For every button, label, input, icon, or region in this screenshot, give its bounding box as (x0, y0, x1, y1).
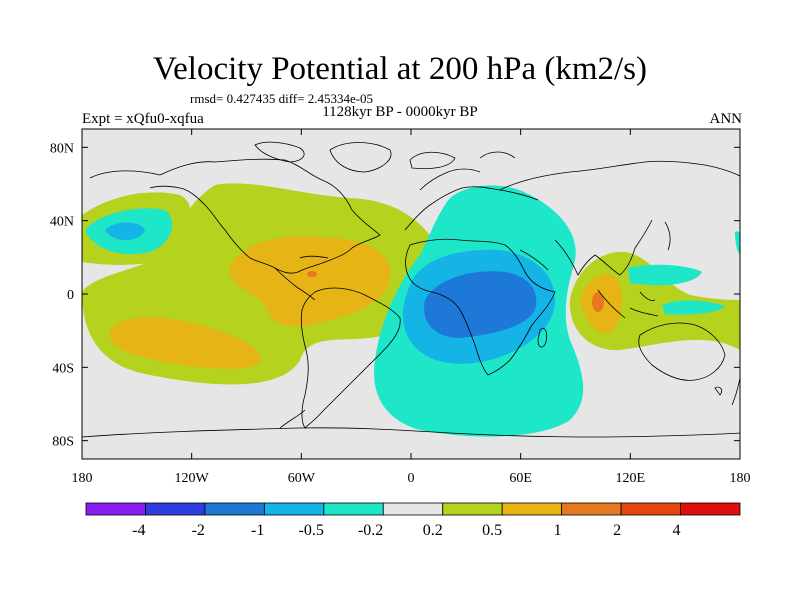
colorbar-swatch (561, 502, 622, 516)
x-tick-label: 60W (288, 471, 316, 486)
blue-field-africa (424, 271, 537, 338)
chart-title: Velocity Potential at 200 hPa (km2/s) (152, 51, 648, 87)
axis-tick-labels: 180 120W 60W 0 60E 120E 180 80N 40N 0 40S 80S (50, 141, 751, 486)
high-spot-indonesia (592, 292, 604, 312)
y-tick-label: 80S (52, 435, 74, 450)
colorbar-swatch (204, 502, 265, 516)
x-tick-label: 60E (509, 471, 532, 486)
y-tick-label: 40S (52, 361, 74, 376)
y-tick-label: 40N (50, 215, 74, 230)
colorbar-label: -2 (192, 522, 205, 539)
season-label: ANN (709, 111, 743, 127)
orange-field-americas (229, 236, 391, 327)
experiment-label: Expt = xQfu0-xqfua (82, 111, 204, 127)
colorbar-labels: -4 -2 -1 -0.5 -0.2 0.2 0.5 1 2 4 (132, 522, 680, 539)
period-label: 1128kyr BP - 0000kyr BP (322, 104, 478, 120)
x-tick-label: 0 (408, 471, 415, 486)
colorbar-swatch (145, 502, 206, 516)
colorbar (85, 502, 741, 516)
colorbar-label: 0.2 (423, 522, 443, 539)
colorbar-label: -0.5 (298, 522, 323, 539)
colorbar-swatch (323, 502, 384, 516)
sky-field-north-pacific (105, 222, 145, 241)
negative-field-west-pacific-south (662, 300, 725, 315)
colorbar-label: -1 (251, 522, 264, 539)
y-tick-label: 80N (50, 141, 74, 156)
colorbar-swatch (263, 502, 325, 516)
high-spot-caribbean (307, 271, 317, 277)
x-tick-label: 120W (175, 471, 210, 486)
colorbar-label: 0.5 (482, 522, 502, 539)
negative-field-west-pacific (628, 264, 702, 286)
colorbar-swatch (620, 502, 681, 516)
colorbar-label: 2 (613, 522, 621, 539)
x-tick-label: 180 (730, 471, 751, 486)
colorbar-label: 1 (554, 522, 562, 539)
negative-field-dateline (735, 231, 740, 255)
map-plot-area (82, 129, 740, 459)
colorbar-swatch (680, 502, 741, 516)
colorbar-swatch (382, 502, 444, 516)
x-tick-label: 180 (72, 471, 93, 486)
stats-label: rmsd= 0.427435 diff= 2.45334e-05 (190, 91, 374, 106)
coastlines (82, 141, 740, 438)
colorbar-label: -4 (132, 522, 145, 539)
colorbar-swatch (501, 502, 563, 516)
orange-field-south-pacific (109, 317, 261, 369)
y-tick-label: 0 (67, 288, 74, 303)
x-tick-label: 120E (616, 471, 646, 486)
colorbar-label: 4 (673, 522, 681, 539)
axis-ticks (81, 129, 741, 459)
colorbar-swatch (442, 502, 503, 516)
colorbar-swatch (85, 502, 146, 516)
colorbar-label: -0.2 (358, 522, 383, 539)
